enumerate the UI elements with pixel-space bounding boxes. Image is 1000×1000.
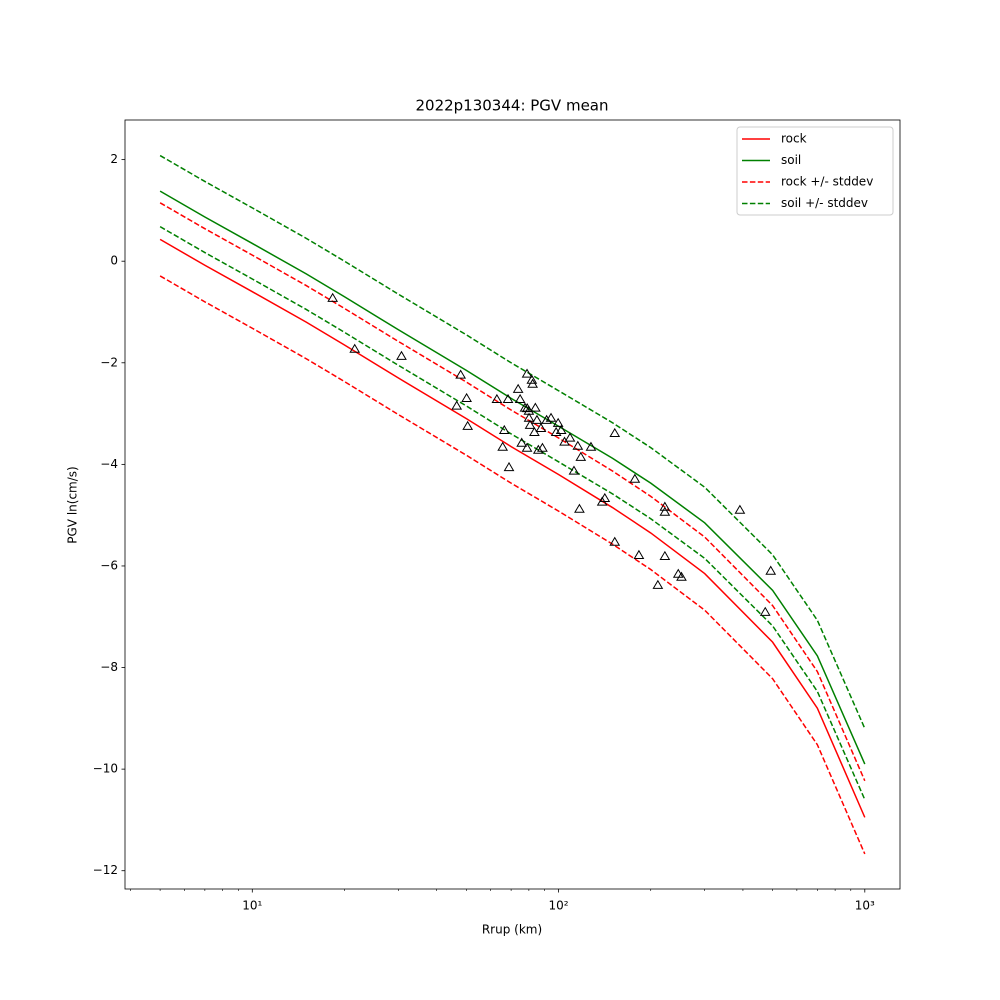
plot-frame: [124, 119, 901, 890]
scatter-point: [535, 422, 547, 432]
scatter-point: [524, 419, 536, 429]
y-axis-label: PGV ln(cm/s): [66, 466, 80, 543]
series-line: [159, 202, 866, 782]
scatter-point: [575, 451, 587, 461]
scatter-point: [537, 442, 548, 452]
y-tick-label: −12: [93, 863, 118, 877]
x-tick-label: 10²: [549, 899, 569, 913]
x-axis-label: Rrup (km): [482, 923, 542, 937]
scatter-point: [633, 549, 645, 559]
series-line: [159, 190, 866, 765]
scatter-point: [734, 504, 746, 514]
scatter-point: [555, 424, 567, 434]
scatter-point: [652, 579, 664, 589]
scatter-point: [550, 426, 562, 437]
scatter-point: [659, 506, 671, 516]
scatter-point: [461, 392, 472, 402]
scatter-point: [572, 440, 584, 450]
scatter-point: [526, 374, 538, 384]
series-line: [159, 238, 866, 818]
legend-box: [736, 126, 894, 216]
scatter-point: [503, 461, 515, 472]
scatter-point: [498, 424, 510, 434]
scatter-point: [765, 565, 777, 575]
x-tick-label: 10¹: [242, 899, 262, 913]
scatter-point: [396, 350, 407, 360]
y-tick-label: −2: [100, 355, 118, 369]
scatter-point: [451, 400, 463, 410]
scatter-point: [521, 442, 533, 452]
scatter-point: [529, 402, 541, 412]
scatter-point: [455, 369, 467, 379]
scatter-point: [629, 473, 641, 483]
scatter-point: [462, 420, 474, 430]
scatter-point: [759, 606, 771, 616]
scatter-point: [502, 393, 514, 404]
x-tick-label: 10³: [855, 899, 875, 913]
scatter-point: [676, 571, 687, 581]
scatter-point: [521, 368, 533, 378]
scatter-point: [599, 492, 611, 503]
scatter-point: [564, 432, 576, 442]
series-line: [159, 154, 866, 729]
scatter-point: [514, 393, 526, 404]
scatter-point: [491, 393, 503, 404]
scatter-point: [516, 437, 528, 447]
series-line: [159, 275, 866, 855]
y-tick-label: 2: [110, 152, 118, 166]
scatter-point: [545, 412, 557, 422]
scatter-point: [568, 465, 580, 475]
scatter-point: [349, 343, 361, 353]
scatter-point: [519, 402, 531, 412]
legend-label: rock +/- stddev: [781, 175, 873, 189]
scatter-point: [585, 441, 597, 451]
y-tick-label: −8: [100, 660, 118, 674]
series-line: [159, 226, 866, 800]
scatter-point: [659, 550, 671, 560]
scatter-point: [531, 414, 543, 424]
scatter-point: [512, 383, 524, 393]
legend-label: rock: [781, 132, 807, 146]
y-tick-label: 0: [110, 254, 118, 268]
chart-title: 2022p130344: PGV mean: [415, 97, 608, 115]
legend-label: soil: [781, 153, 801, 167]
y-tick-label: −10: [93, 762, 118, 776]
scatter-point: [552, 417, 564, 427]
scatter-point: [541, 414, 552, 424]
y-tick-label: −4: [100, 457, 118, 471]
scatter-point: [574, 503, 585, 513]
scatter-point: [609, 536, 621, 546]
scatter-point: [659, 501, 671, 511]
scatter-point: [527, 378, 539, 388]
y-tick-label: −6: [100, 558, 118, 572]
scatter-point: [523, 412, 535, 422]
scatter-point: [497, 441, 509, 451]
scatter-point: [609, 427, 621, 438]
scatter-point: [532, 444, 544, 454]
legend-label: soil +/- stddev: [781, 196, 868, 210]
scatter-point: [327, 292, 339, 302]
